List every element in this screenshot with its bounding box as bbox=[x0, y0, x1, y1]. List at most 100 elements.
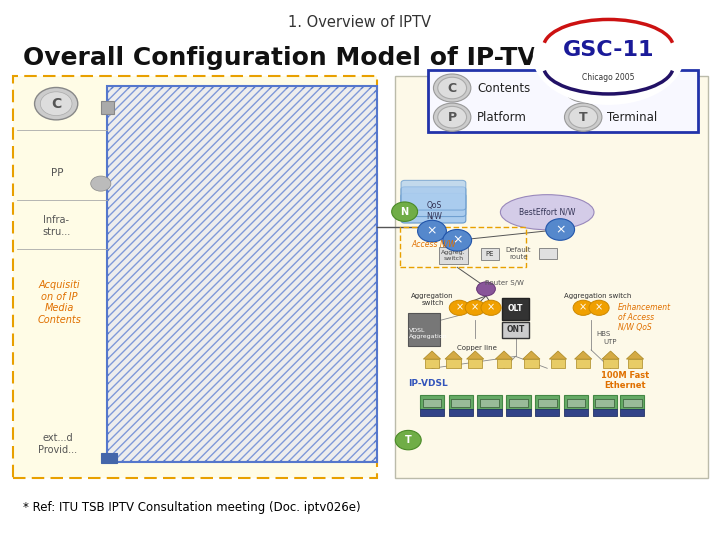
Circle shape bbox=[481, 300, 501, 315]
Text: Aggregation
switch: Aggregation switch bbox=[411, 293, 454, 306]
Text: Platform: Platform bbox=[477, 111, 527, 124]
Bar bbox=[468, 359, 482, 368]
Bar bbox=[567, 399, 585, 407]
Circle shape bbox=[477, 282, 495, 296]
Bar bbox=[477, 395, 502, 409]
Text: Contents: Contents bbox=[477, 82, 531, 94]
Bar bbox=[481, 248, 499, 260]
Circle shape bbox=[449, 300, 469, 315]
Text: HBS: HBS bbox=[596, 330, 611, 337]
Circle shape bbox=[438, 106, 467, 128]
Bar bbox=[593, 395, 617, 409]
Text: N: N bbox=[578, 82, 588, 94]
Bar bbox=[595, 399, 614, 407]
Text: Enhancement
of Access
N/W QoS: Enhancement of Access N/W QoS bbox=[618, 302, 671, 333]
Text: ×: × bbox=[555, 223, 565, 236]
Circle shape bbox=[392, 202, 418, 221]
Text: ×: × bbox=[452, 234, 462, 247]
Text: Router S/W: Router S/W bbox=[485, 280, 523, 286]
Text: Network: Network bbox=[607, 82, 657, 94]
Text: ×: × bbox=[471, 303, 480, 313]
Circle shape bbox=[418, 220, 446, 242]
Circle shape bbox=[569, 77, 598, 99]
Polygon shape bbox=[423, 351, 441, 359]
Bar bbox=[620, 409, 644, 416]
Circle shape bbox=[433, 103, 471, 131]
Bar bbox=[425, 359, 439, 368]
Text: VDSL
Aggregation: VDSL Aggregation bbox=[409, 328, 448, 339]
Polygon shape bbox=[467, 351, 484, 359]
Text: N: N bbox=[400, 207, 409, 217]
Text: ×: × bbox=[579, 303, 588, 313]
Circle shape bbox=[35, 87, 78, 120]
Text: PP: PP bbox=[51, 168, 64, 178]
Bar bbox=[420, 409, 444, 416]
Text: GSC-11: GSC-11 bbox=[562, 40, 654, 60]
Bar bbox=[449, 409, 473, 416]
Bar bbox=[449, 395, 473, 409]
Bar bbox=[109, 89, 374, 460]
Bar bbox=[564, 409, 588, 416]
Bar bbox=[524, 359, 539, 368]
Text: Infra-
stru...: Infra- stru... bbox=[42, 215, 71, 237]
Text: QoS
N/W: QoS N/W bbox=[426, 201, 442, 220]
Bar bbox=[564, 395, 588, 409]
Text: PE: PE bbox=[485, 251, 494, 258]
Circle shape bbox=[438, 77, 467, 99]
Bar bbox=[451, 399, 470, 407]
Bar bbox=[13, 76, 377, 478]
Bar bbox=[408, 313, 440, 346]
Bar bbox=[506, 395, 531, 409]
Bar bbox=[539, 248, 557, 259]
Text: Acquisiti
on of IP
Media
Contents: Acquisiti on of IP Media Contents bbox=[37, 280, 81, 325]
FancyBboxPatch shape bbox=[401, 193, 466, 223]
Text: IP-VDSL: IP-VDSL bbox=[408, 379, 448, 388]
Bar bbox=[628, 359, 642, 368]
Bar bbox=[477, 409, 502, 416]
Text: P: P bbox=[448, 111, 456, 124]
Text: 1. Overview of IPTV: 1. Overview of IPTV bbox=[289, 15, 431, 30]
Ellipse shape bbox=[500, 195, 594, 230]
Bar bbox=[400, 227, 526, 267]
Text: T: T bbox=[579, 111, 588, 124]
Text: Overall Configuration Model of IP-TV: Overall Configuration Model of IP-TV bbox=[23, 46, 537, 70]
Bar bbox=[538, 399, 557, 407]
Circle shape bbox=[91, 176, 111, 191]
Text: OLT: OLT bbox=[508, 305, 523, 313]
Polygon shape bbox=[495, 351, 513, 359]
FancyBboxPatch shape bbox=[401, 180, 466, 210]
Bar bbox=[395, 76, 708, 478]
Bar bbox=[535, 409, 559, 416]
Circle shape bbox=[564, 74, 602, 102]
Bar bbox=[101, 453, 117, 463]
Text: Chicago 2005: Chicago 2005 bbox=[582, 73, 634, 82]
Bar bbox=[502, 322, 529, 338]
Text: C: C bbox=[51, 97, 61, 111]
Text: T: T bbox=[405, 435, 412, 445]
Bar bbox=[502, 298, 529, 320]
Bar bbox=[420, 395, 444, 409]
Bar bbox=[497, 359, 511, 368]
Text: ×: × bbox=[427, 225, 437, 238]
Bar bbox=[428, 70, 698, 132]
Bar bbox=[480, 399, 499, 407]
Bar bbox=[107, 86, 377, 462]
Circle shape bbox=[573, 300, 593, 315]
Bar bbox=[576, 359, 590, 368]
Circle shape bbox=[465, 300, 485, 315]
FancyBboxPatch shape bbox=[401, 187, 466, 217]
Bar bbox=[509, 399, 528, 407]
Circle shape bbox=[589, 300, 609, 315]
Polygon shape bbox=[549, 351, 567, 359]
Bar bbox=[551, 359, 565, 368]
Circle shape bbox=[40, 92, 72, 116]
Polygon shape bbox=[575, 351, 592, 359]
Polygon shape bbox=[602, 351, 619, 359]
Text: Terminal: Terminal bbox=[607, 111, 657, 124]
Circle shape bbox=[395, 430, 421, 450]
Polygon shape bbox=[445, 351, 462, 359]
Ellipse shape bbox=[533, 9, 684, 105]
Text: ×: × bbox=[595, 303, 603, 313]
Text: * Ref: ITU TSB IPTV Consultation meeting (Doc. iptv026e): * Ref: ITU TSB IPTV Consultation meeting… bbox=[23, 501, 361, 514]
Text: UTP: UTP bbox=[604, 339, 617, 345]
